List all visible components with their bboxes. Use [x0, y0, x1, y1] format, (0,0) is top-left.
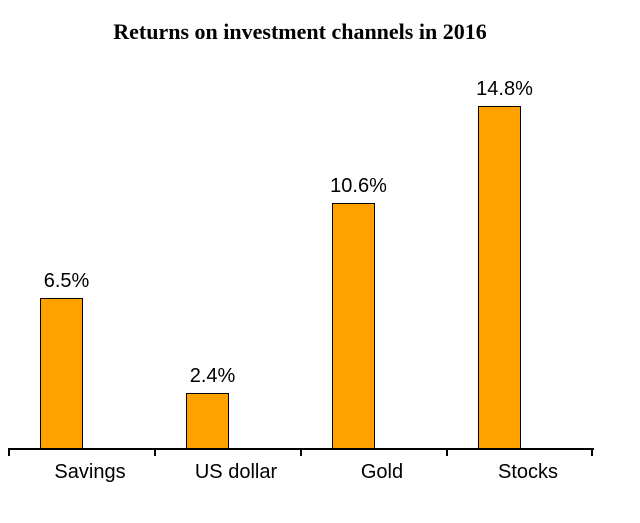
bar-gold — [332, 203, 375, 449]
x-axis-tick — [446, 448, 448, 456]
value-label-gold: 10.6% — [330, 175, 387, 197]
bar-us-dollar — [186, 393, 229, 449]
bar-savings — [40, 298, 83, 449]
chart-title: Returns on investment channels in 2016 — [113, 19, 487, 44]
x-axis-tick — [154, 448, 156, 456]
value-label-savings: 6.5% — [43, 270, 90, 292]
x-axis-tick — [8, 448, 10, 456]
x-axis-label-us-dollar: US dollar — [194, 461, 278, 483]
x-axis-tick — [591, 448, 593, 456]
value-label-us-dollar: 2.4% — [189, 365, 236, 387]
bar-stocks — [478, 106, 521, 449]
x-axis-tick — [300, 448, 302, 456]
x-axis-label-stocks: Stocks — [497, 461, 559, 483]
value-label-stocks: 14.8% — [476, 78, 533, 100]
x-axis-label-savings: Savings — [54, 461, 126, 483]
x-axis-label-gold: Gold — [360, 461, 404, 483]
